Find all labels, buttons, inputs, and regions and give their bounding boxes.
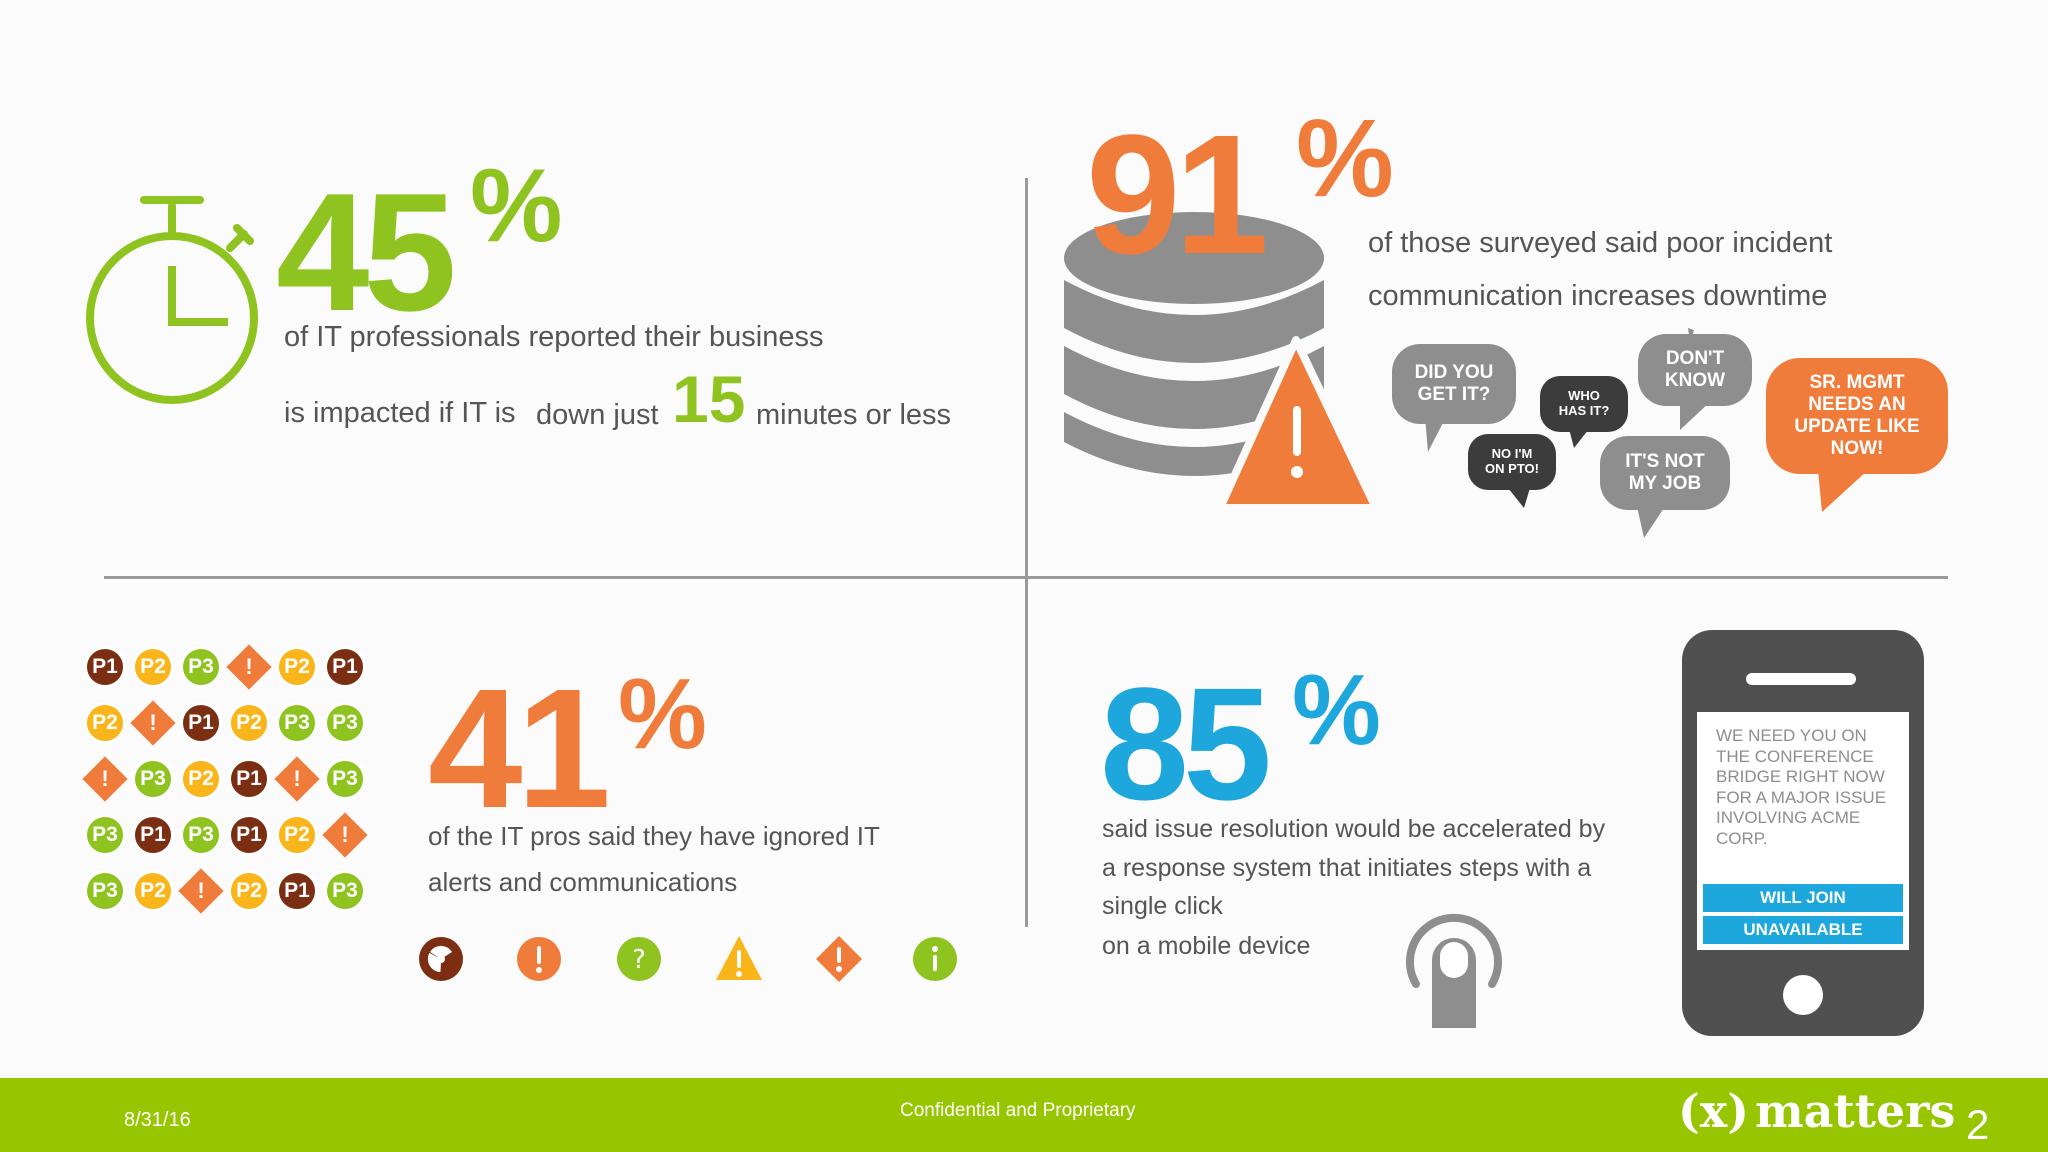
stat-45-line1: of IT professionals reported their busin… — [284, 321, 824, 353]
priority-token-p1: P1 — [84, 646, 126, 688]
stat-45-minutes: 15 — [672, 362, 746, 436]
alert-diamond-token: ! — [130, 700, 176, 746]
will-join-button[interactable]: WILL JOIN — [1703, 884, 1903, 912]
priority-token-p2: P2 — [228, 702, 270, 744]
phone-home-button[interactable] — [1783, 975, 1823, 1015]
priority-token-p3: P3 — [180, 646, 222, 688]
alert-diamond-token: ! — [322, 812, 368, 858]
logo-matters: matters — [1754, 1084, 1956, 1138]
phone-message-line: BRIDGE RIGHT NOW — [1716, 767, 1885, 786]
horizontal-divider — [104, 576, 1948, 579]
stat-41-line2: alerts and communications — [428, 867, 738, 897]
phone-message-line: FOR A MAJOR ISSUE — [1716, 787, 1887, 807]
xmatters-logo: (x) matters — [1678, 1088, 1955, 1134]
phone-message-line: THE CONFERENCE — [1716, 746, 1874, 766]
alert-diamond-token: ! — [82, 756, 128, 802]
phone-speaker — [1746, 673, 1856, 685]
unavailable-button[interactable]: UNAVAILABLE — [1703, 916, 1903, 944]
priority-token-p3: P3 — [180, 814, 222, 856]
tap-finger-icon — [1406, 913, 1502, 1028]
bubble-no-im-on-pto: NO I'M ON PTO! — [1468, 434, 1556, 490]
priority-token-p1: P1 — [228, 758, 270, 800]
question-circle-icon: ? — [617, 937, 661, 981]
alert-diamond-token: ! — [274, 756, 320, 802]
footer-bar — [0, 1078, 2048, 1152]
priority-token-p2: P2 — [276, 814, 318, 856]
priority-token-p1: P1 — [228, 814, 270, 856]
priority-token-p3: P3 — [276, 702, 318, 744]
stat-85-number: 85 — [1100, 654, 1272, 833]
priority-token-p2: P2 — [276, 646, 318, 688]
stat-45-percent: % — [470, 148, 563, 264]
stat-85-percent: % — [1292, 654, 1381, 766]
page-number: 2 — [1966, 1101, 1990, 1148]
logo-x: (x) — [1678, 1084, 1749, 1138]
priority-token-p2: P2 — [180, 758, 222, 800]
bubble-its-not-my-job: IT'S NOT MY JOB — [1600, 436, 1730, 510]
exclamation-circle-icon — [517, 937, 561, 981]
phone-message-line: INVOLVING ACME — [1716, 808, 1861, 827]
stat-45-number: 45 — [276, 158, 457, 346]
phone-message: WE NEED YOU ON THE CONFERENCE BRIDGE RIG… — [1716, 726, 1886, 849]
radiation-icon — [419, 937, 463, 981]
priority-token-p3: P3 — [132, 758, 174, 800]
database-warning-icon — [1064, 212, 1380, 510]
info-circle-icon — [913, 937, 957, 981]
priority-token-p3: P3 — [324, 758, 366, 800]
priority-token-p2: P2 — [228, 870, 270, 912]
priority-token-p3: P3 — [324, 870, 366, 912]
vertical-divider-top — [1025, 178, 1028, 576]
stat-45-line2c: minutes or less — [756, 399, 952, 431]
stat-41-percent: % — [618, 658, 707, 770]
stopwatch-icon — [86, 196, 258, 404]
priority-token-p1: P1 — [324, 646, 366, 688]
priority-token-p3: P3 — [84, 870, 126, 912]
priority-token-p2: P2 — [84, 702, 126, 744]
bubble-dont-know: DON'T KNOW — [1638, 334, 1752, 406]
bubble-who-has-it: WHO HAS IT? — [1540, 376, 1628, 432]
stat-45-line2a: is impacted if IT is — [284, 397, 516, 429]
stat-85-line1: said issue resolution would be accelerat… — [1102, 815, 1606, 843]
bubble-sr-mgmt: SR. MGMT NEEDS AN UPDATE LIKE NOW! — [1766, 358, 1948, 474]
priority-token-p1: P1 — [276, 870, 318, 912]
priority-token-p1: P1 — [180, 702, 222, 744]
stat-85-line2: a response system that initiates steps w… — [1102, 854, 1592, 882]
footer-confidential: Confidential and Proprietary — [900, 1100, 1136, 1121]
stat-45-line2b: down just — [536, 399, 659, 431]
bubble-tails — [1424, 328, 1868, 538]
alert-diamond-token: ! — [226, 644, 272, 690]
bubble-did-you-get-it: DID YOU GET IT? — [1392, 344, 1516, 424]
phone-message-line: CORP. — [1716, 828, 1768, 848]
stat-91-number: 91 — [1086, 100, 1269, 290]
stat-85-line4: on a mobile device — [1102, 932, 1311, 960]
priority-token-p2: P2 — [132, 646, 174, 688]
exclamation-diamond-icon — [816, 936, 862, 982]
alert-diamond-token: ! — [178, 868, 224, 914]
stat-85-line3: single click — [1102, 892, 1223, 920]
stat-41-line1: of the IT pros said they have ignored IT — [428, 821, 880, 851]
priority-token-grid: P1 P2 P3! P2 P1 P2! P1 P2 P3 P3! P3 P2 P1! P3 P3 P1 P3 P1… — [82, 644, 374, 916]
vertical-divider-bottom — [1025, 579, 1028, 927]
warning-triangle-icon — [716, 936, 762, 980]
footer-date: 8/31/16 — [124, 1109, 191, 1131]
priority-token-p2: P2 — [132, 870, 174, 912]
stat-91-line1: of those surveyed said poor incident — [1368, 227, 1833, 259]
stat-41-number: 41 — [428, 654, 611, 844]
phone-message-line: WE NEED YOU ON — [1716, 726, 1867, 745]
priority-token-p1: P1 — [132, 814, 174, 856]
svg-text:?: ? — [632, 945, 646, 975]
stat-91-line2: communication increases downtime — [1368, 280, 1828, 312]
stat-91-percent: % — [1296, 97, 1394, 220]
priority-token-p3: P3 — [84, 814, 126, 856]
priority-token-p3: P3 — [324, 702, 366, 744]
